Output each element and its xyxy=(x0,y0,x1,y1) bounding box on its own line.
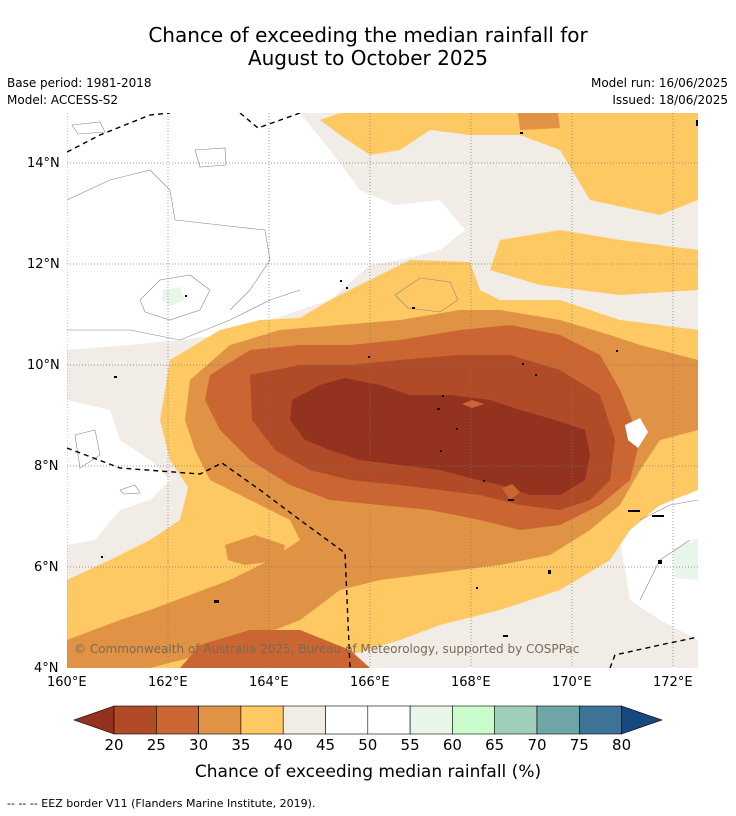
band-60-65 xyxy=(162,287,185,306)
title-line-2: August to October 2025 xyxy=(247,46,489,70)
lat-tick: 12°N xyxy=(27,257,60,272)
lon-tick: 162°E xyxy=(148,675,188,690)
colorbar-swatch xyxy=(578,705,622,735)
colorbar-tick-label: 30 xyxy=(189,736,209,754)
band-45-50 xyxy=(67,400,170,545)
band-45-50 xyxy=(620,490,698,640)
band-60-65 xyxy=(672,538,698,580)
colorbar-tick-label: 25 xyxy=(146,736,166,754)
issued-date: Issued: 18/06/2025 xyxy=(612,93,728,107)
colorbar-swatch xyxy=(409,705,453,735)
colorbar-swatch xyxy=(113,705,157,735)
colorbar-swatch xyxy=(240,705,284,735)
model-name: Model: ACCESS-S2 xyxy=(7,93,119,107)
colorbar-swatch xyxy=(156,705,199,735)
colorbar-tick-label: 20 xyxy=(104,736,124,754)
lon-tick: 166°E xyxy=(350,675,390,690)
colorbar-tick-label: 65 xyxy=(485,736,505,754)
colorbar xyxy=(73,705,663,735)
title-line-1: Chance of exceeding the median rainfall … xyxy=(148,23,588,47)
colorbar-tick-label: 70 xyxy=(527,736,547,754)
band-35-40 xyxy=(320,113,698,215)
model-run: Model run: 16/06/2025 xyxy=(590,76,728,90)
colorbar-extend-low xyxy=(73,705,115,735)
colorbar-extend-high xyxy=(621,705,663,735)
lat-tick: 8°N xyxy=(34,459,59,474)
footer-note: -- -- -- EEZ border V11 (Flanders Marine… xyxy=(7,797,316,810)
band-25-30 xyxy=(180,630,370,668)
colorbar-swatch xyxy=(536,705,580,735)
colorbar-swatch xyxy=(282,705,326,735)
colorbar-tick-label: 45 xyxy=(315,736,336,754)
band-30-35 xyxy=(225,535,285,565)
lon-tick: 160°E xyxy=(47,675,87,690)
band-30-35 xyxy=(686,370,698,420)
copyright-notice: © Commonwealth of Australia 2025, Bureau… xyxy=(74,642,580,656)
map-area xyxy=(67,113,698,668)
lon-tick: 170°E xyxy=(552,675,592,690)
colorbar-swatch xyxy=(452,705,495,735)
colorbar-tick-label: 60 xyxy=(442,736,462,754)
eez-border xyxy=(67,113,698,668)
band-25-30 xyxy=(462,400,484,408)
lat-tick: 14°N xyxy=(27,156,60,171)
lon-tick: 172°E xyxy=(653,675,693,690)
colorbar-tick-label: 80 xyxy=(612,736,632,754)
colorbar-swatch xyxy=(198,705,242,735)
colorbar-tick-label: 35 xyxy=(231,736,251,754)
band-35-40 xyxy=(490,230,698,295)
lat-tick: 6°N xyxy=(34,560,59,575)
lat-tick: 10°N xyxy=(27,358,60,373)
colorbar-swatch xyxy=(325,705,369,735)
colorbar-title: Chance of exceeding median rainfall (%) xyxy=(194,762,542,782)
band-30-35 xyxy=(518,113,560,130)
band-45-50 xyxy=(625,418,648,448)
colorbar-swatch xyxy=(367,705,411,735)
colorbar-tick-label: 50 xyxy=(358,736,378,754)
base-period: Base period: 1981-2018 xyxy=(7,76,152,90)
colorbar-tick-label: 40 xyxy=(273,736,293,754)
colorbar-tick-label: 75 xyxy=(569,736,589,754)
lat-tick: 4°N xyxy=(34,661,59,676)
colorbar-swatch xyxy=(494,705,538,735)
gridlines xyxy=(67,113,698,668)
lon-tick: 168°E xyxy=(451,675,491,690)
lon-tick: 164°E xyxy=(249,675,289,690)
islands xyxy=(101,120,698,637)
band-25-30 xyxy=(502,484,520,500)
colorbar-tick-label: 55 xyxy=(400,736,420,754)
